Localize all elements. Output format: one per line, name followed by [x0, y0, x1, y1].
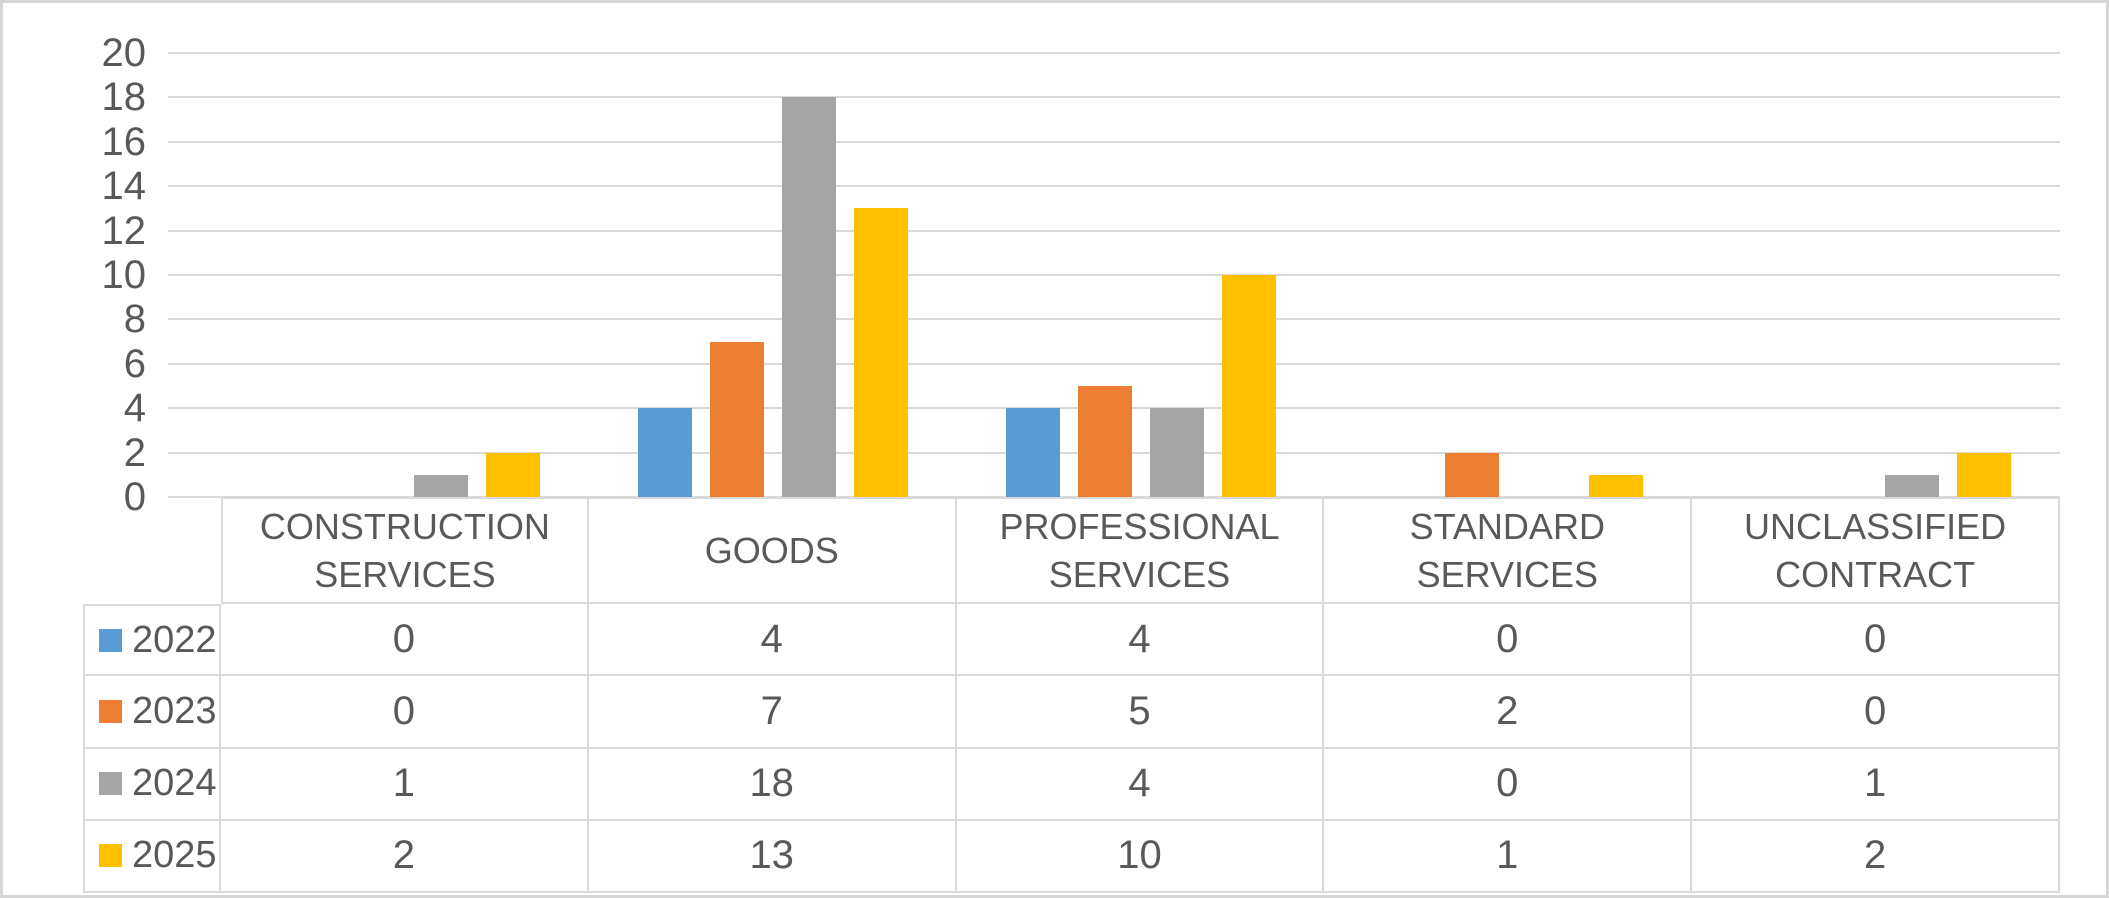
value-text: 4 — [760, 616, 783, 661]
category-label: GOODS — [704, 529, 839, 571]
bar-2025-professional-services — [1221, 275, 1276, 497]
legend-year-label: 2023 — [132, 689, 217, 732]
value-text: 5 — [1128, 688, 1151, 733]
legend-swatch-icon-2025 — [99, 844, 122, 868]
table-cell-2024-unclassified-contract: 1 — [1692, 748, 2060, 821]
value-text: 0 — [392, 616, 416, 661]
value-text: 0 — [1496, 616, 1519, 661]
bar-2022-goods — [637, 408, 692, 497]
legend-row-2023: 2023 — [83, 676, 221, 749]
value-text: 7 — [760, 688, 783, 733]
value-text: 0 — [1863, 688, 1887, 733]
category-label: UNCLASSIFIED CONTRACT — [1744, 505, 2007, 595]
table-cell-2023-goods: 7 — [588, 676, 957, 749]
legend-year-label: 2025 — [132, 834, 217, 877]
table-cell-2023-unclassified-contract: 0 — [1692, 676, 2060, 749]
bar-2023-goods — [709, 341, 764, 497]
table-cell-2025-professional-services: 10 — [956, 820, 1325, 893]
bar-2024-goods — [781, 97, 836, 497]
value-text: 13 — [749, 833, 794, 878]
y-tick-label-2: 2 — [123, 430, 146, 475]
gridline-8 — [168, 318, 2060, 321]
value-text: 1 — [1496, 833, 1519, 878]
value-text: 2 — [1863, 833, 1887, 878]
value-text: 18 — [749, 761, 794, 806]
value-text: 0 — [392, 688, 416, 733]
table-cell-2023-standard-services: 2 — [1324, 676, 1693, 749]
y-tick-label-16: 16 — [101, 119, 147, 164]
legend-row-2024: 2024 — [83, 748, 221, 821]
table-cell-2022-professional-services: 4 — [956, 604, 1325, 677]
value-text: 1 — [392, 761, 416, 806]
y-tick-label-0: 0 — [123, 475, 146, 519]
value-text: 2 — [1496, 688, 1519, 733]
table-col-header-goods: GOODS — [588, 497, 957, 604]
category-label: PROFESSIONAL SERVICES — [999, 505, 1280, 595]
chart-data-table: CONSTRUCTION SERVICES GOODS PROFESSIONAL S… — [83, 497, 2060, 893]
table-cell-2022-standard-services: 0 — [1324, 604, 1693, 677]
y-tick-label-18: 18 — [101, 75, 147, 120]
bar-2025-construction-services — [485, 452, 540, 497]
table-cell-2024-goods: 18 — [588, 748, 957, 821]
value-text: 0 — [1496, 761, 1519, 806]
category-label: CONSTRUCTION SERVICES — [259, 505, 550, 595]
table-cell-2023-construction-services: 0 — [221, 676, 589, 749]
bar-2025-unclassified-contract — [1957, 452, 2012, 497]
table-cell-2025-goods: 13 — [588, 820, 957, 893]
table-col-header-standard-services: STANDARD SERVICES — [1324, 497, 1693, 604]
bar-2022-professional-services — [1005, 408, 1060, 497]
gridline-14 — [168, 185, 2060, 188]
y-tick-label-12: 12 — [101, 208, 147, 253]
gridline-18 — [168, 96, 2060, 99]
table-col-header-unclassified-contract: UNCLASSIFIED CONTRACT — [1692, 497, 2060, 604]
table-col-header-construction-services: CONSTRUCTION SERVICES — [221, 497, 589, 604]
bar-2023-standard-services — [1445, 452, 1500, 497]
table-cell-2025-standard-services: 1 — [1324, 820, 1693, 893]
gridline-12 — [168, 229, 2060, 232]
value-text: 0 — [1863, 616, 1887, 661]
y-tick-label-8: 8 — [123, 297, 146, 342]
table-cell-2022-goods: 4 — [588, 604, 957, 677]
gridline-6 — [168, 362, 2060, 365]
table-cell-2025-unclassified-contract: 2 — [1692, 820, 2060, 893]
bar-2025-standard-services — [1589, 474, 1644, 497]
table-col-header-professional-services: PROFESSIONAL SERVICES — [956, 497, 1325, 604]
bar-2024-professional-services — [1149, 408, 1204, 497]
bar-2023-professional-services — [1077, 386, 1132, 497]
value-text: 1 — [1863, 761, 1887, 806]
table-cell-2022-unclassified-contract: 0 — [1692, 604, 2060, 677]
bar-2024-unclassified-contract — [1885, 474, 1940, 497]
legend-row-2022: 2022 — [83, 604, 221, 677]
table-cell-2025-construction-services: 2 — [221, 820, 589, 893]
y-tick-label-10: 10 — [101, 253, 147, 297]
table-cell-2024-professional-services: 4 — [956, 748, 1325, 821]
gridline-20 — [168, 52, 2060, 54]
legend-swatch-icon-2022 — [99, 628, 122, 652]
table-cell-2024-standard-services: 0 — [1324, 748, 1693, 821]
legend-swatch-icon-2023 — [99, 699, 122, 723]
legend-row-2025: 2025 — [83, 820, 221, 893]
gridline-16 — [168, 140, 2060, 143]
table-corner-spacer — [83, 497, 221, 604]
value-text: 4 — [1128, 616, 1151, 661]
gridline-10 — [168, 274, 2060, 276]
legend-swatch-icon-2024 — [99, 772, 122, 796]
table-cell-2024-construction-services: 1 — [221, 748, 589, 821]
y-tick-label-14: 14 — [101, 164, 147, 209]
value-text: 2 — [392, 833, 416, 878]
value-text: 4 — [1128, 761, 1151, 806]
table-cell-2023-professional-services: 5 — [956, 676, 1325, 749]
y-tick-label-4: 4 — [123, 386, 146, 431]
value-text: 10 — [1117, 833, 1162, 878]
legend-year-label: 2024 — [132, 762, 217, 805]
bar-2025-goods — [853, 208, 908, 497]
y-tick-label-20: 20 — [101, 31, 147, 75]
legend-year-label: 2022 — [132, 618, 217, 661]
bar-2024-construction-services — [413, 474, 468, 497]
table-cell-2022-construction-services: 0 — [221, 604, 589, 677]
category-label: STANDARD SERVICES — [1409, 505, 1605, 595]
y-tick-label-6: 6 — [123, 341, 146, 386]
